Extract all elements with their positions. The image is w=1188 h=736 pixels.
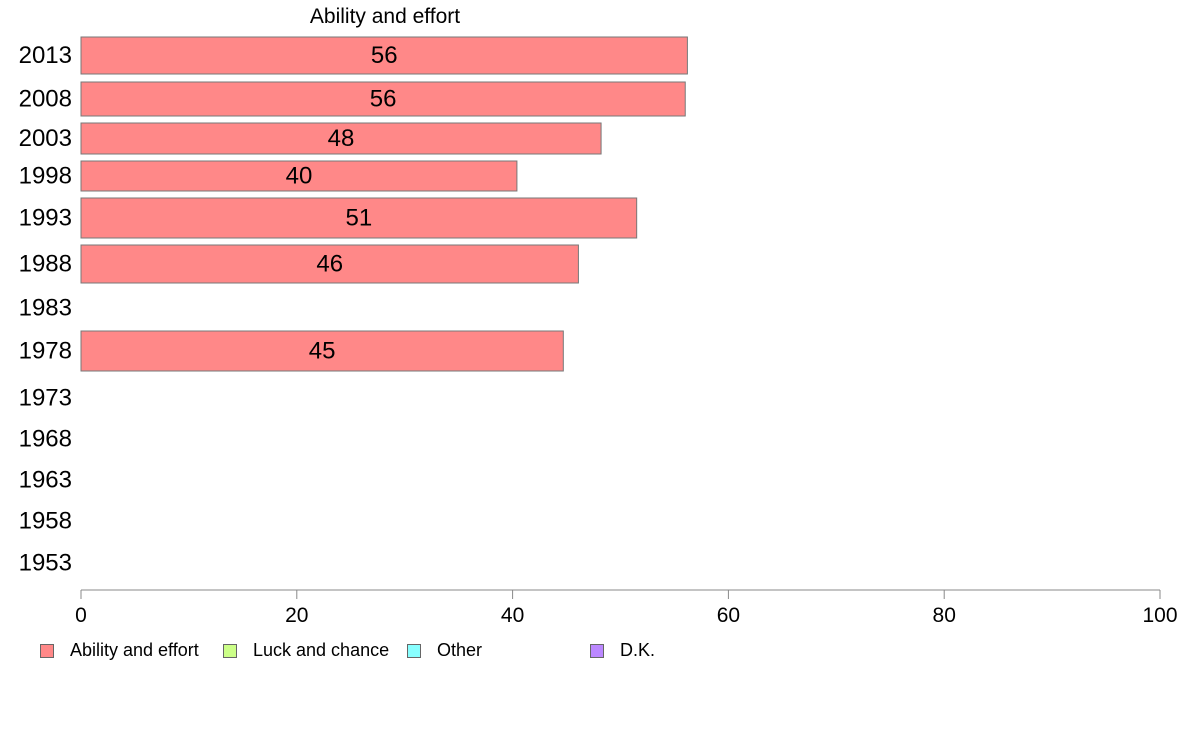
- legend-item-luck-and-chance: Luck and chance: [223, 640, 389, 661]
- y-tick-label-1958: 1958: [19, 508, 72, 535]
- legend-swatch-luck-and-chance: [223, 643, 237, 658]
- y-tick-label-1988: 1988: [19, 251, 72, 278]
- data-label-2008: 56: [370, 86, 397, 113]
- y-tick-label-2013: 2013: [19, 42, 72, 69]
- y-tick-label-1973: 1973: [19, 385, 72, 412]
- y-tick-label-1968: 1968: [19, 426, 72, 453]
- y-tick-label-2008: 2008: [19, 86, 72, 113]
- y-tick-label-2003: 2003: [19, 125, 72, 152]
- bar-1978: [80, 330, 564, 372]
- bar-2013: [80, 36, 688, 75]
- y-tick-label-1998: 1998: [19, 163, 72, 190]
- bar-1998: [80, 160, 518, 192]
- legend-item-dk: D.K.: [590, 640, 655, 661]
- data-label-1988: 46: [316, 251, 343, 278]
- data-label-2013: 56: [371, 42, 398, 69]
- legend-swatch-dk: [590, 643, 604, 658]
- bar-2008: [80, 81, 686, 117]
- x-tick-label-80: 80: [933, 604, 956, 627]
- bar-1993: [80, 197, 638, 239]
- x-axis: 0 20 40 60 80 100: [75, 589, 1178, 627]
- y-tick-labels: 2013 2008 2003 1998 1993 1988 1983 1978 1973 1968…: [19, 42, 72, 577]
- legend-label-ability-and-effort: Ability and effort: [70, 640, 199, 660]
- x-tick-label-0: 0: [75, 604, 87, 627]
- data-label-1998: 40: [286, 163, 313, 190]
- data-label-2003: 48: [328, 125, 355, 152]
- legend: Ability and effort Luck and chance Other…: [0, 640, 1188, 666]
- chart-title: Ability and effort: [309, 5, 461, 28]
- bar-2003: [80, 122, 602, 155]
- bar-1988: [80, 244, 579, 284]
- x-tick-label-60: 60: [717, 604, 740, 627]
- legend-swatch-other: [407, 643, 421, 658]
- y-tick-label-1993: 1993: [19, 205, 72, 232]
- legend-item-ability-and-effort: Ability and effort: [40, 640, 199, 661]
- x-tick-label-100: 100: [1142, 604, 1177, 627]
- data-label-1993: 51: [345, 205, 372, 232]
- data-label-1978: 45: [309, 338, 336, 365]
- legend-label-luck-and-chance: Luck and chance: [253, 640, 390, 660]
- y-tick-label-1983: 1983: [19, 295, 72, 322]
- legend-item-other: Other: [407, 640, 482, 661]
- legend-label-dk: D.K.: [620, 640, 656, 660]
- x-tick-label-20: 20: [285, 604, 308, 627]
- legend-swatch-ability-and-effort: [40, 643, 54, 658]
- x-tick-label-40: 40: [501, 604, 524, 627]
- legend-label-other: Other: [437, 640, 483, 660]
- y-tick-label-1978: 1978: [19, 338, 72, 365]
- y-tick-label-1963: 1963: [19, 467, 72, 494]
- y-tick-label-1953: 1953: [19, 550, 72, 577]
